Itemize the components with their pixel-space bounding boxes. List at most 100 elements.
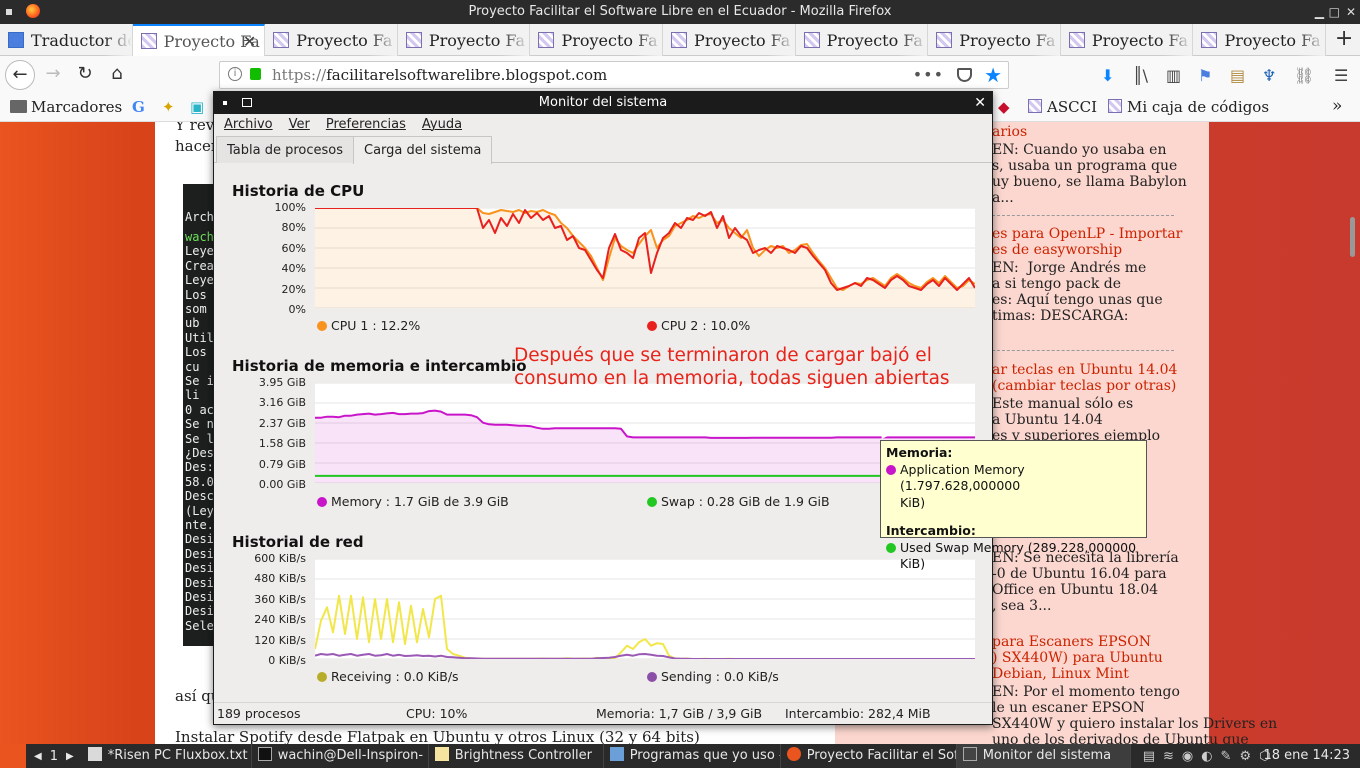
url-text[interactable]: https://facilitarelsoftwarelibre.blogspo… bbox=[272, 66, 607, 84]
tab-0[interactable]: Traductor de bbox=[0, 24, 133, 56]
sidebar-post-title[interactable]: ar teclas en Ubuntu 14.04 (cambiar tecla… bbox=[992, 362, 1178, 394]
tab-5[interactable]: Proyecto Fa bbox=[663, 24, 796, 56]
close-icon[interactable]: ✕ bbox=[974, 95, 986, 111]
workspace-number[interactable]: 1 bbox=[49, 748, 58, 764]
system-monitor-window: Monitor del sistema ✕ Archivo Ver Prefer… bbox=[213, 91, 993, 725]
axis-tick-label: 2.37 GiB bbox=[258, 416, 306, 430]
taskbar-task-active[interactable]: Monitor del sistema bbox=[956, 744, 1131, 768]
bookmark-star-icon[interactable]: ★ bbox=[984, 63, 1002, 87]
cpu-plot bbox=[315, 207, 976, 309]
blog-favicon bbox=[1068, 32, 1085, 48]
sidebar-post-excerpt: Este manual sólo es a Ubuntu 14.04 es y … bbox=[992, 396, 1160, 444]
extension-icon[interactable]: ♆ bbox=[1262, 66, 1277, 85]
terminal-line: 58.0 bbox=[185, 474, 214, 489]
tab-6[interactable]: Proyecto Fa bbox=[796, 24, 929, 56]
tab-1[interactable]: Proyecto Fa ✕ bbox=[132, 24, 266, 56]
menu-archivo[interactable]: Archivo bbox=[224, 117, 273, 132]
sysmon-titlebar[interactable]: Monitor del sistema ✕ bbox=[214, 92, 992, 114]
library-icon[interactable]: ║\ bbox=[1133, 66, 1149, 85]
axis-tick-label: 100% bbox=[274, 201, 306, 214]
sidebar-post-excerpt: EN: Se necesita la librería -0 de Ubuntu… bbox=[992, 550, 1179, 614]
sysmon-statusbar: 189 procesos CPU: 10% Memoria: 1,7 GiB /… bbox=[214, 702, 992, 724]
terminal-line: Crea bbox=[185, 258, 214, 273]
url-bar[interactable]: i https://facilitarelsoftwarelibre.blogs… bbox=[219, 61, 1009, 89]
tab-7[interactable]: Proyecto Fa bbox=[928, 24, 1061, 56]
tab-2[interactable]: Proyecto Fa bbox=[265, 24, 398, 56]
lock-icon[interactable] bbox=[250, 68, 261, 80]
tab-4[interactable]: Proyecto Fa bbox=[530, 24, 664, 56]
sidebar-post-title[interactable]: para Escaners EPSON ) SX440W) para Ubunt… bbox=[992, 634, 1163, 682]
maximize-icon[interactable]: □ bbox=[1328, 5, 1340, 19]
link-extension-icon[interactable]: ⛓ bbox=[1294, 66, 1315, 85]
taskbar-task[interactable]: wachin@Dell-Inspiron- bbox=[252, 744, 429, 768]
swap-legend-label: Swap : 0.28 GiB de 1.9 GiB bbox=[661, 494, 830, 509]
window-menu-icon[interactable] bbox=[6, 9, 12, 15]
google-icon[interactable]: G bbox=[132, 98, 145, 116]
post-link[interactable]: Instalar Spotify desde Flatpak en Ubuntu… bbox=[175, 728, 700, 744]
sidebar-post-title[interactable]: es para OpenLP - Importar es de easywors… bbox=[992, 226, 1183, 258]
close-window-icon[interactable]: ✕ bbox=[1345, 5, 1356, 19]
url-scheme: https:// bbox=[272, 66, 327, 84]
new-tab-button[interactable]: + bbox=[1334, 26, 1354, 51]
page-scrollbar[interactable] bbox=[1350, 217, 1355, 257]
page-actions-icon[interactable]: ••• bbox=[912, 65, 944, 84]
system-tray-icons[interactable]: ▤≋◉◐✎⚙⬡ bbox=[1142, 748, 1279, 764]
bookmark-icon-2[interactable]: ▣ bbox=[190, 98, 205, 116]
close-tab-icon[interactable]: ✕ bbox=[242, 31, 257, 51]
sidebar-post-title[interactable]: arios bbox=[992, 124, 1028, 140]
maximize-icon[interactable] bbox=[242, 98, 252, 107]
pocket-icon[interactable] bbox=[957, 68, 972, 82]
tab-label: Proyecto Fa bbox=[163, 31, 260, 51]
tab-tabla-de-procesos[interactable]: Tabla de procesos bbox=[216, 136, 355, 163]
memory-color-dot bbox=[886, 464, 896, 475]
menu-preferencias[interactable]: Preferencias bbox=[325, 117, 406, 132]
bookmark-icon-1[interactable]: ✦ bbox=[162, 98, 175, 116]
receiving-color-dot bbox=[317, 672, 327, 682]
taskbar-task[interactable]: Proyecto Facilitar el Sof bbox=[781, 744, 957, 768]
sidebar-icon[interactable]: ▥ bbox=[1166, 66, 1182, 85]
tab-9[interactable]: Proyecto Fa bbox=[1193, 24, 1327, 56]
axis-tick-label: 120 KiB/s bbox=[254, 633, 306, 647]
translate-extension-icon[interactable]: ⚑ bbox=[1198, 66, 1213, 85]
start-menu-icon[interactable] bbox=[0, 744, 26, 768]
bookmark-ascci[interactable]: ASCCI bbox=[1028, 98, 1097, 116]
reload-button[interactable]: ↻ bbox=[77, 63, 93, 84]
workspace-right-icon[interactable]: ▶ bbox=[65, 750, 74, 762]
taskbar-task-label: wachin@Dell-Inspiron- bbox=[277, 748, 424, 763]
chevron-right-icon[interactable]: » bbox=[1332, 96, 1343, 116]
workspace-left-icon[interactable]: ◀ bbox=[34, 750, 42, 762]
bookmarks-folder[interactable]: Marcadores bbox=[10, 98, 122, 116]
back-button[interactable]: ← bbox=[5, 60, 35, 90]
clipboard-extension-icon[interactable]: ▤ bbox=[1230, 66, 1246, 85]
minimize-icon[interactable]: ▁ bbox=[1314, 5, 1324, 19]
tab-carga-del-sistema[interactable]: Carga del sistema bbox=[353, 136, 493, 164]
downloads-icon[interactable]: ⬇ bbox=[1101, 66, 1115, 85]
menu-ver[interactable]: Ver bbox=[288, 117, 310, 132]
sysmon-title: Monitor del sistema bbox=[538, 95, 668, 110]
taskbar-task[interactable]: Programas que yo uso – bbox=[604, 744, 781, 768]
window-menu-icon[interactable] bbox=[223, 101, 227, 105]
bookmark-icon-red[interactable]: ◆ bbox=[998, 98, 1010, 116]
bookmark-mi-caja[interactable]: Mi caja de códigos bbox=[1108, 98, 1269, 116]
terminal-line: Se l bbox=[185, 431, 214, 446]
site-info-icon[interactable]: i bbox=[228, 67, 242, 81]
forward-button[interactable]: → bbox=[45, 63, 61, 84]
blog-favicon bbox=[140, 33, 157, 49]
tab-8[interactable]: Proyecto Fa bbox=[1061, 24, 1194, 56]
taskbar-task[interactable]: Brightness Controller bbox=[429, 744, 604, 768]
tab-fade bbox=[368, 24, 397, 56]
axis-tick-label: 0.79 GiB bbox=[258, 457, 306, 471]
tab-3[interactable]: Proyecto Fa bbox=[398, 24, 531, 56]
cpu1-legend: CPU 1 : 12.2% bbox=[317, 318, 420, 333]
axis-tick-label: 80% bbox=[281, 221, 306, 235]
tab-fade bbox=[766, 24, 795, 56]
terminal-icon bbox=[257, 747, 272, 761]
home-button[interactable]: ⌂ bbox=[111, 63, 123, 84]
menu-ayuda[interactable]: Ayuda bbox=[421, 117, 463, 132]
series-line-cpu-2 bbox=[315, 207, 976, 291]
memory-plot bbox=[315, 382, 975, 484]
axis-tick-label: 0% bbox=[288, 303, 306, 316]
terminal-line: Los bbox=[185, 287, 207, 302]
taskbar-task[interactable]: *Risen PC Fluxbox.txt (~ bbox=[82, 744, 252, 768]
hamburger-menu-icon[interactable]: ☰ bbox=[1334, 66, 1349, 85]
